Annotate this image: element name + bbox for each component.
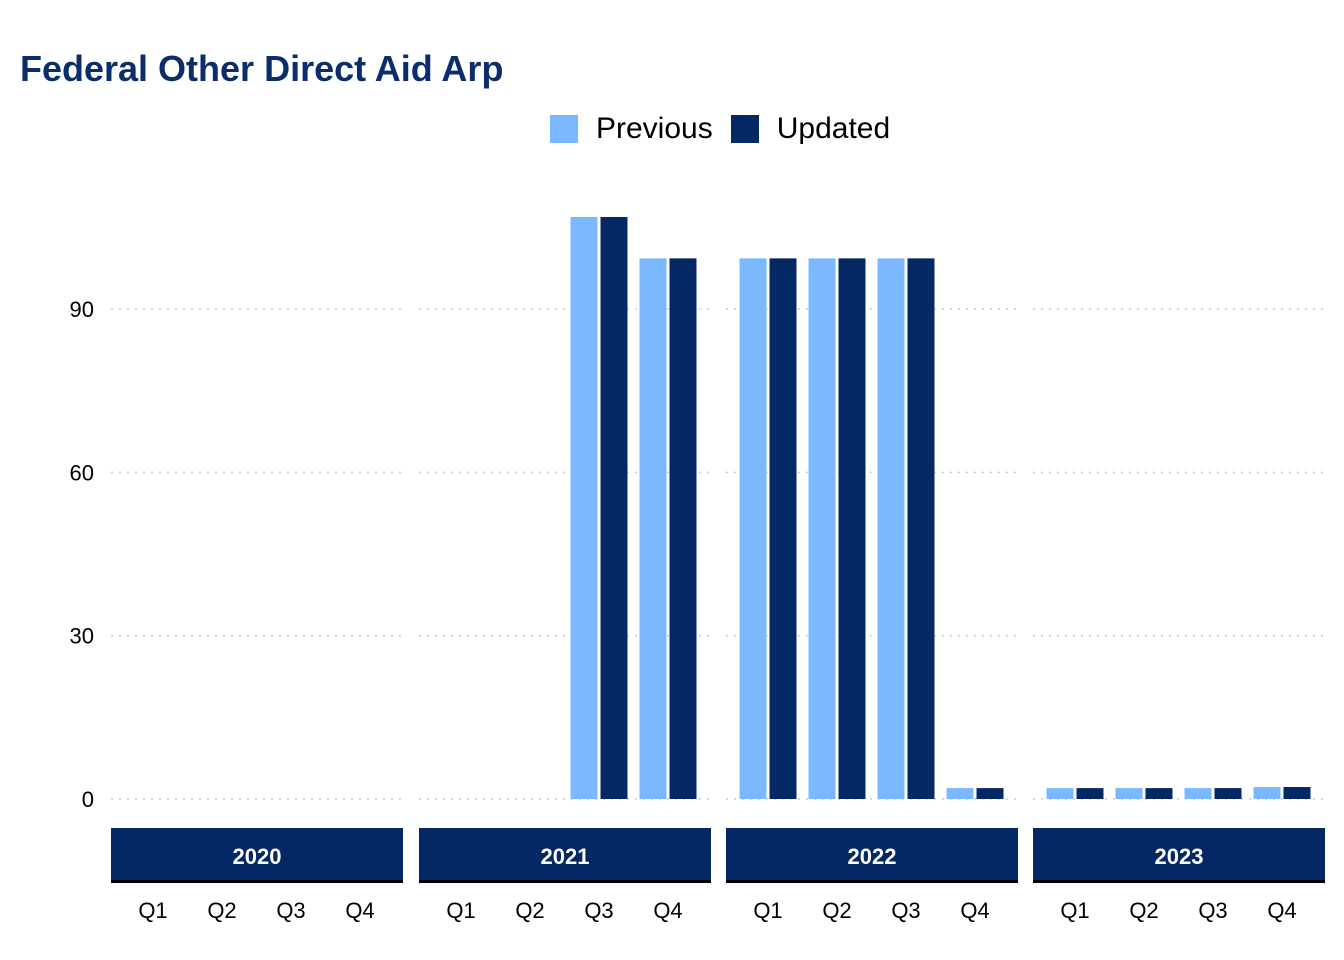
x-tick-label: Q3 — [584, 898, 613, 923]
panel-strip-underline — [111, 880, 403, 883]
bar-updated — [669, 258, 697, 799]
x-tick-label: Q4 — [345, 898, 374, 923]
x-tick-label: Q4 — [1267, 898, 1296, 923]
bar-previous — [570, 216, 598, 799]
x-tick-label: Q2 — [822, 898, 851, 923]
x-tick-label: Q3 — [891, 898, 920, 923]
bar-updated — [1214, 788, 1242, 799]
bar-previous — [639, 258, 667, 799]
panel-label: 2023 — [1155, 844, 1204, 869]
y-tick-label: 90 — [70, 297, 94, 322]
x-tick-label: Q1 — [1060, 898, 1089, 923]
x-tick-label: Q3 — [276, 898, 305, 923]
x-tick-label: Q2 — [515, 898, 544, 923]
x-tick-label: Q2 — [207, 898, 236, 923]
bar-updated — [1076, 788, 1104, 799]
bar-previous — [877, 258, 905, 799]
legend: Previous Updated — [550, 112, 908, 146]
x-tick-label: Q4 — [653, 898, 682, 923]
bar-updated — [976, 788, 1004, 799]
bar-previous — [1184, 788, 1212, 799]
bar-previous — [1046, 788, 1074, 799]
legend-swatch-previous — [550, 115, 578, 143]
bar-previous — [1115, 788, 1143, 799]
bar-updated — [600, 216, 628, 799]
legend-label-previous: Previous — [596, 112, 713, 145]
panel-label: 2022 — [848, 844, 897, 869]
bar-updated — [1145, 788, 1173, 799]
panel-strip — [726, 828, 1018, 882]
legend-label-updated: Updated — [776, 112, 891, 145]
x-tick-label: Q4 — [960, 898, 989, 923]
legend-item-updated: Updated — [730, 112, 891, 146]
panel-strip — [111, 828, 403, 882]
panel-strip-underline — [419, 880, 711, 883]
panel-strip-underline — [726, 880, 1018, 883]
panel-label: 2021 — [541, 844, 590, 869]
panel-label: 2020 — [233, 844, 282, 869]
chart-title: Federal Other Direct Aid Arp — [20, 48, 504, 89]
y-tick-label: 60 — [70, 460, 94, 485]
bar-updated — [769, 258, 797, 799]
bar-previous — [946, 788, 974, 799]
x-tick-label: Q1 — [138, 898, 167, 923]
bar-updated — [1283, 787, 1311, 799]
legend-swatch-updated — [730, 115, 759, 143]
bar-updated — [838, 258, 866, 799]
x-tick-label: Q1 — [446, 898, 475, 923]
bar-updated — [907, 258, 935, 799]
bar-previous — [739, 258, 767, 799]
x-tick-label: Q2 — [1129, 898, 1158, 923]
bar-previous — [808, 258, 836, 799]
y-tick-label: 30 — [70, 624, 94, 649]
bar-previous — [1253, 787, 1281, 799]
panel-strip-underline — [1033, 880, 1325, 883]
x-tick-label: Q1 — [753, 898, 782, 923]
panel-strip — [419, 828, 711, 882]
x-tick-label: Q3 — [1198, 898, 1227, 923]
legend-item-previous: Previous — [550, 112, 713, 146]
y-tick-label: 0 — [82, 787, 94, 812]
panel-strip — [1033, 828, 1325, 882]
